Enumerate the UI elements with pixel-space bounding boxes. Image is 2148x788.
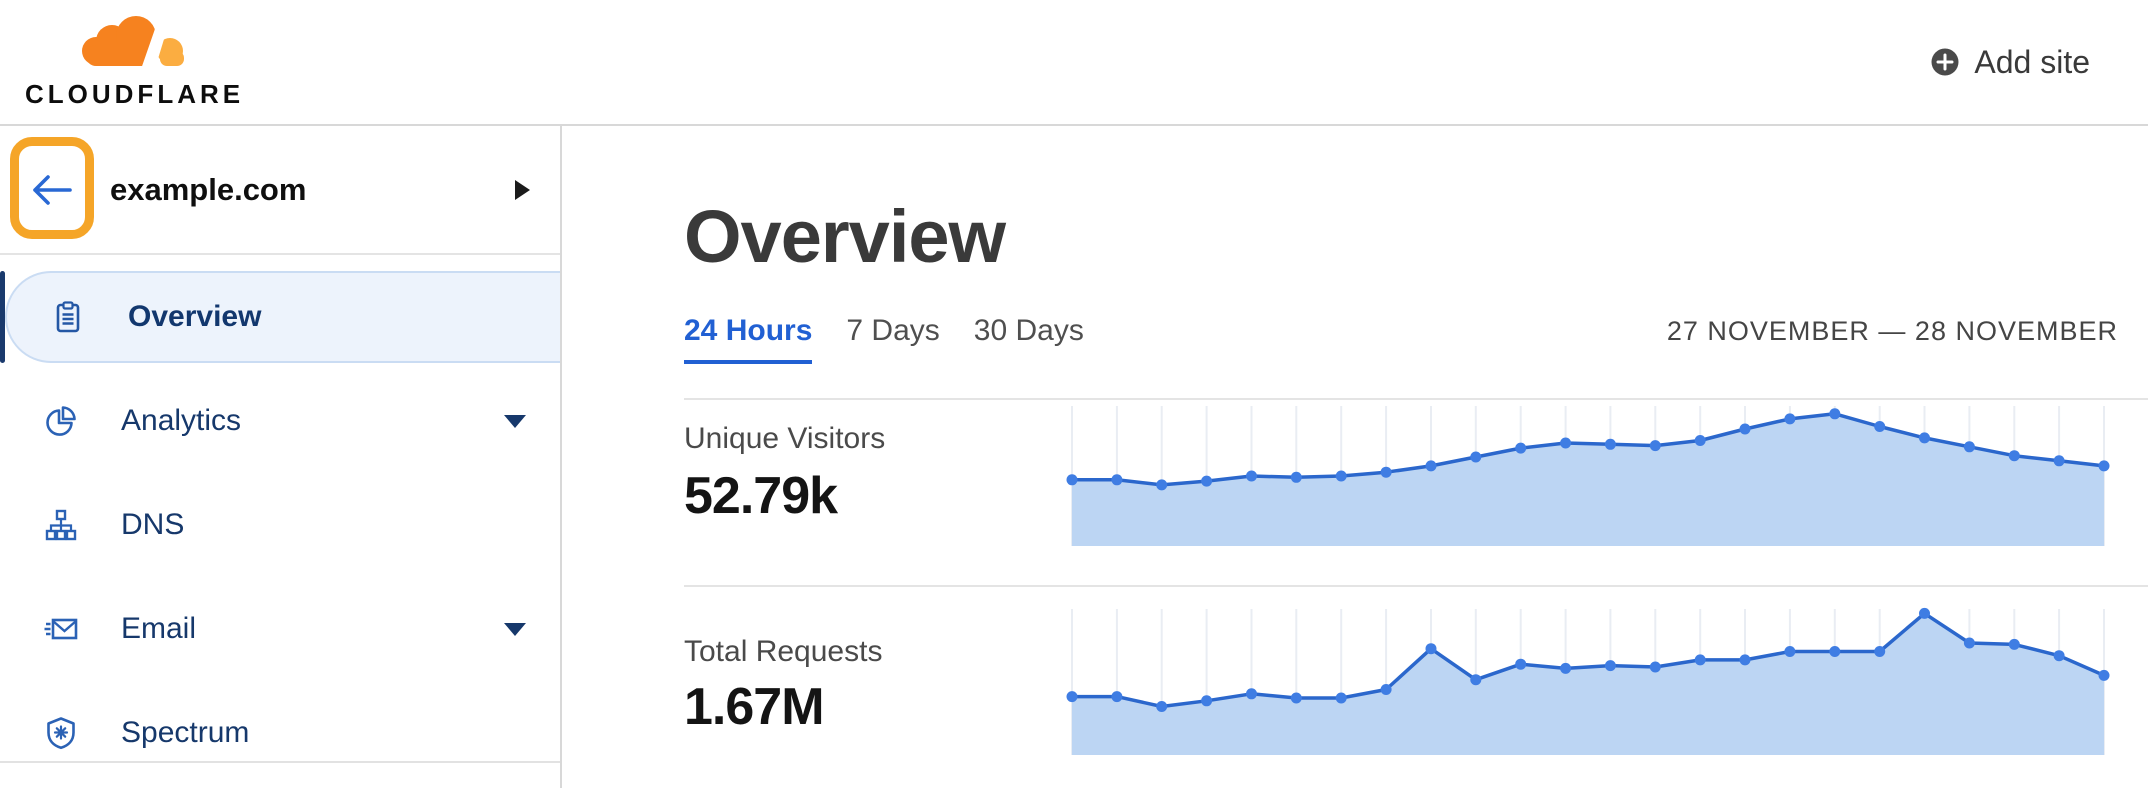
plus-icon xyxy=(1931,48,1959,76)
sidebar: example.com Overview xyxy=(0,126,562,788)
main-content: Overview 24 Hours 7 Days 30 Days 27 NOVE… xyxy=(562,126,2148,788)
cloudflare-logo-text: CLOUDFLARE xyxy=(25,79,245,109)
sitemap-icon xyxy=(44,508,78,542)
sidebar-item-analytics[interactable]: Analytics xyxy=(0,375,560,467)
cloudflare-logo[interactable]: CLOUDFLARE xyxy=(25,14,244,110)
top-bar: CLOUDFLARE Add site xyxy=(0,0,2148,126)
app-body: example.com Overview xyxy=(0,126,2148,788)
tabs-row: 24 Hours 7 Days 30 Days 27 NOVEMBER — 28… xyxy=(684,314,2148,364)
sidebar-item-label: Analytics xyxy=(121,404,242,437)
add-site-button[interactable]: Add site xyxy=(1931,44,2090,81)
sidebar-item-overview[interactable]: Overview xyxy=(0,271,560,363)
site-name: example.com xyxy=(110,171,307,207)
sidebar-item-dns[interactable]: DNS xyxy=(0,479,560,571)
stat-value: 1.67M xyxy=(684,678,825,736)
arrow-left-icon xyxy=(30,173,74,207)
sidebar-item-label: Email xyxy=(121,612,197,645)
stat-label: Total Requests xyxy=(684,635,883,668)
unique-visitors-stat: Unique Visitors 52.79k xyxy=(684,400,1072,546)
page-title: Overview xyxy=(684,195,1006,278)
add-site-label: Add site xyxy=(1974,43,2090,80)
envelope-icon xyxy=(44,612,78,646)
tab-30-days[interactable]: 30 Days xyxy=(973,314,1084,347)
chevron-right-icon xyxy=(515,179,530,200)
date-range: 27 NOVEMBER — 28 NOVEMBER xyxy=(1666,316,2118,346)
tab-24-hours[interactable]: 24 Hours xyxy=(684,314,813,364)
sidebar-divider xyxy=(0,761,560,763)
total-requests-chart[interactable] xyxy=(1066,587,2110,755)
chevron-down-icon xyxy=(504,414,526,428)
sidebar-nav: Overview Analytics xyxy=(0,255,560,779)
sidebar-item-label: Spectrum xyxy=(121,716,250,749)
sidebar-item-email[interactable]: Email xyxy=(0,583,560,675)
stat-label: Unique Visitors xyxy=(684,422,886,455)
sidebar-item-spectrum[interactable]: Spectrum xyxy=(0,687,560,779)
stat-value: 52.79k xyxy=(684,467,838,525)
total-requests-section: Total Requests 1.67M xyxy=(684,585,2148,755)
sidebar-item-label: Overview xyxy=(128,300,262,333)
tab-7-days[interactable]: 7 Days xyxy=(846,314,940,347)
unique-visitors-chart[interactable] xyxy=(1066,400,2110,546)
total-requests-stat: Total Requests 1.67M xyxy=(684,587,1072,755)
clipboard-icon xyxy=(51,300,85,334)
cloudflare-cloud-icon xyxy=(74,14,196,77)
sidebar-item-label: DNS xyxy=(121,508,185,541)
time-range-tabs: 24 Hours 7 Days 30 Days xyxy=(684,314,1084,364)
site-switcher[interactable]: example.com xyxy=(100,126,560,253)
shield-icon xyxy=(44,716,78,750)
pie-chart-icon xyxy=(44,404,78,438)
chevron-down-icon xyxy=(504,622,526,636)
unique-visitors-section: Unique Visitors 52.79k xyxy=(684,398,2148,585)
back-button[interactable] xyxy=(19,148,85,232)
site-selector: example.com xyxy=(0,126,560,255)
